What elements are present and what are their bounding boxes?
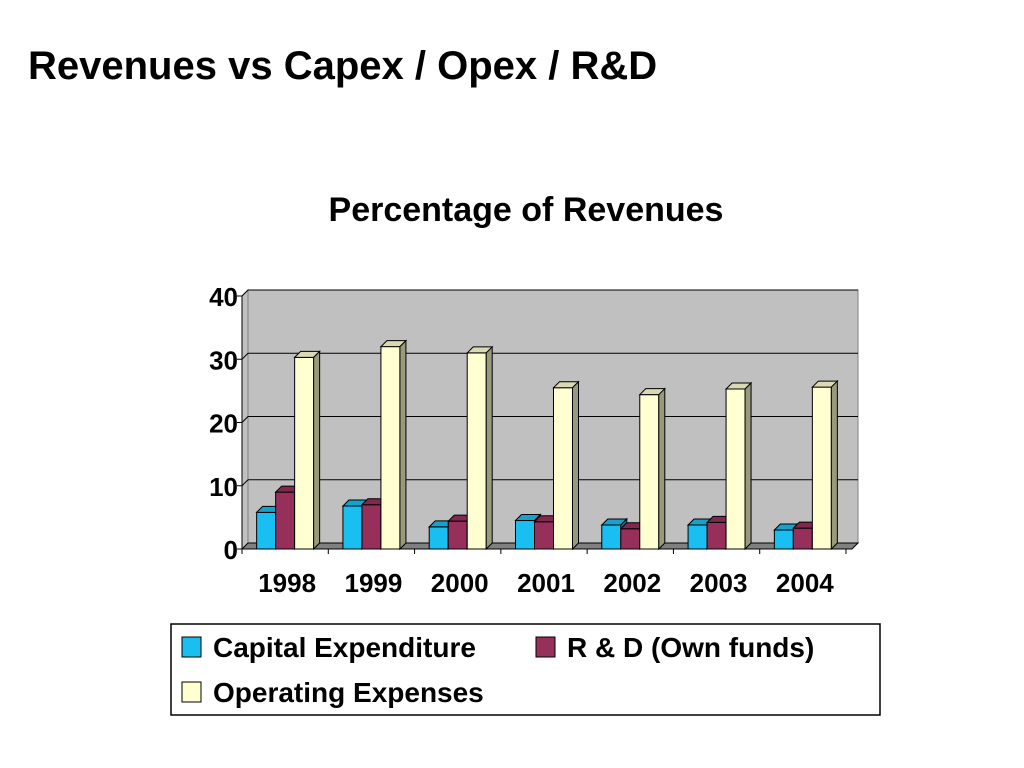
bar-side	[744, 381, 752, 551]
legend-box	[170, 623, 881, 716]
y-tick-label: 30	[209, 345, 238, 375]
bar-front	[687, 524, 708, 550]
bar-front	[515, 520, 535, 550]
y-tick-label: 0	[224, 535, 238, 565]
bar-side	[313, 350, 321, 551]
bar-1999-3	[379, 339, 408, 551]
bar-front	[380, 346, 401, 550]
legend-swatch	[181, 636, 202, 658]
bar-front	[811, 386, 832, 550]
y-tick-label: 10	[209, 472, 238, 502]
bar-2003-3	[724, 381, 753, 551]
x-tick-label: 2001	[517, 568, 575, 598]
bar-side	[399, 339, 407, 551]
bar-front	[294, 356, 315, 550]
y-tick-label: 20	[209, 409, 238, 439]
bar-front	[639, 394, 660, 550]
legend-label: R & D (Own funds)	[567, 632, 814, 663]
bar-2004-3	[811, 379, 839, 551]
bar-side	[572, 380, 579, 551]
bar-2000-3	[466, 345, 494, 551]
y-tick-label: 40	[209, 282, 238, 312]
legend-swatch	[535, 636, 556, 658]
bar-front	[601, 524, 622, 550]
x-tick-label: 2003	[690, 568, 748, 598]
bar-2001-3	[552, 380, 580, 551]
bar-side	[485, 345, 493, 551]
slide-title: Revenues vs Capex / Opex / R&D	[28, 44, 658, 88]
x-tick-label: 1999	[345, 568, 403, 598]
bar-front	[534, 521, 554, 550]
x-tick-label: 2000	[431, 568, 489, 598]
bar-front	[725, 388, 746, 550]
bar-front	[428, 526, 449, 550]
x-tick-label: 2004	[776, 568, 834, 598]
bar-side	[658, 387, 666, 551]
gridline	[241, 289, 858, 297]
bar-front	[553, 387, 573, 550]
bar-front	[466, 352, 487, 550]
bar-2002-3	[638, 387, 666, 551]
x-tick-label: 1998	[258, 568, 316, 598]
bar-1998-3	[293, 350, 321, 551]
bar-front	[275, 491, 296, 550]
bar-front	[342, 505, 363, 550]
legend-label: Capital Expenditure	[213, 632, 476, 663]
bar-side	[830, 379, 838, 551]
gridline	[241, 352, 858, 360]
bar-front	[620, 528, 641, 550]
bar-front	[361, 504, 382, 550]
bar-front	[773, 529, 794, 550]
legend: Capital Expenditure R & D (Own funds) Oper…	[170, 623, 881, 716]
plot-area: 0 10 20 30 40 1998 1999 2000 2001 2002 2003 2004	[209, 282, 860, 598]
chart-title: Percentage of Revenues	[329, 191, 724, 229]
x-tick-label: 2002	[603, 568, 661, 598]
bar-front	[256, 511, 277, 550]
bar-front	[706, 521, 727, 550]
legend-label: Operating Expenses	[213, 677, 484, 708]
bar-front	[792, 527, 813, 550]
legend-swatch	[181, 681, 202, 703]
bar-front	[447, 520, 468, 550]
